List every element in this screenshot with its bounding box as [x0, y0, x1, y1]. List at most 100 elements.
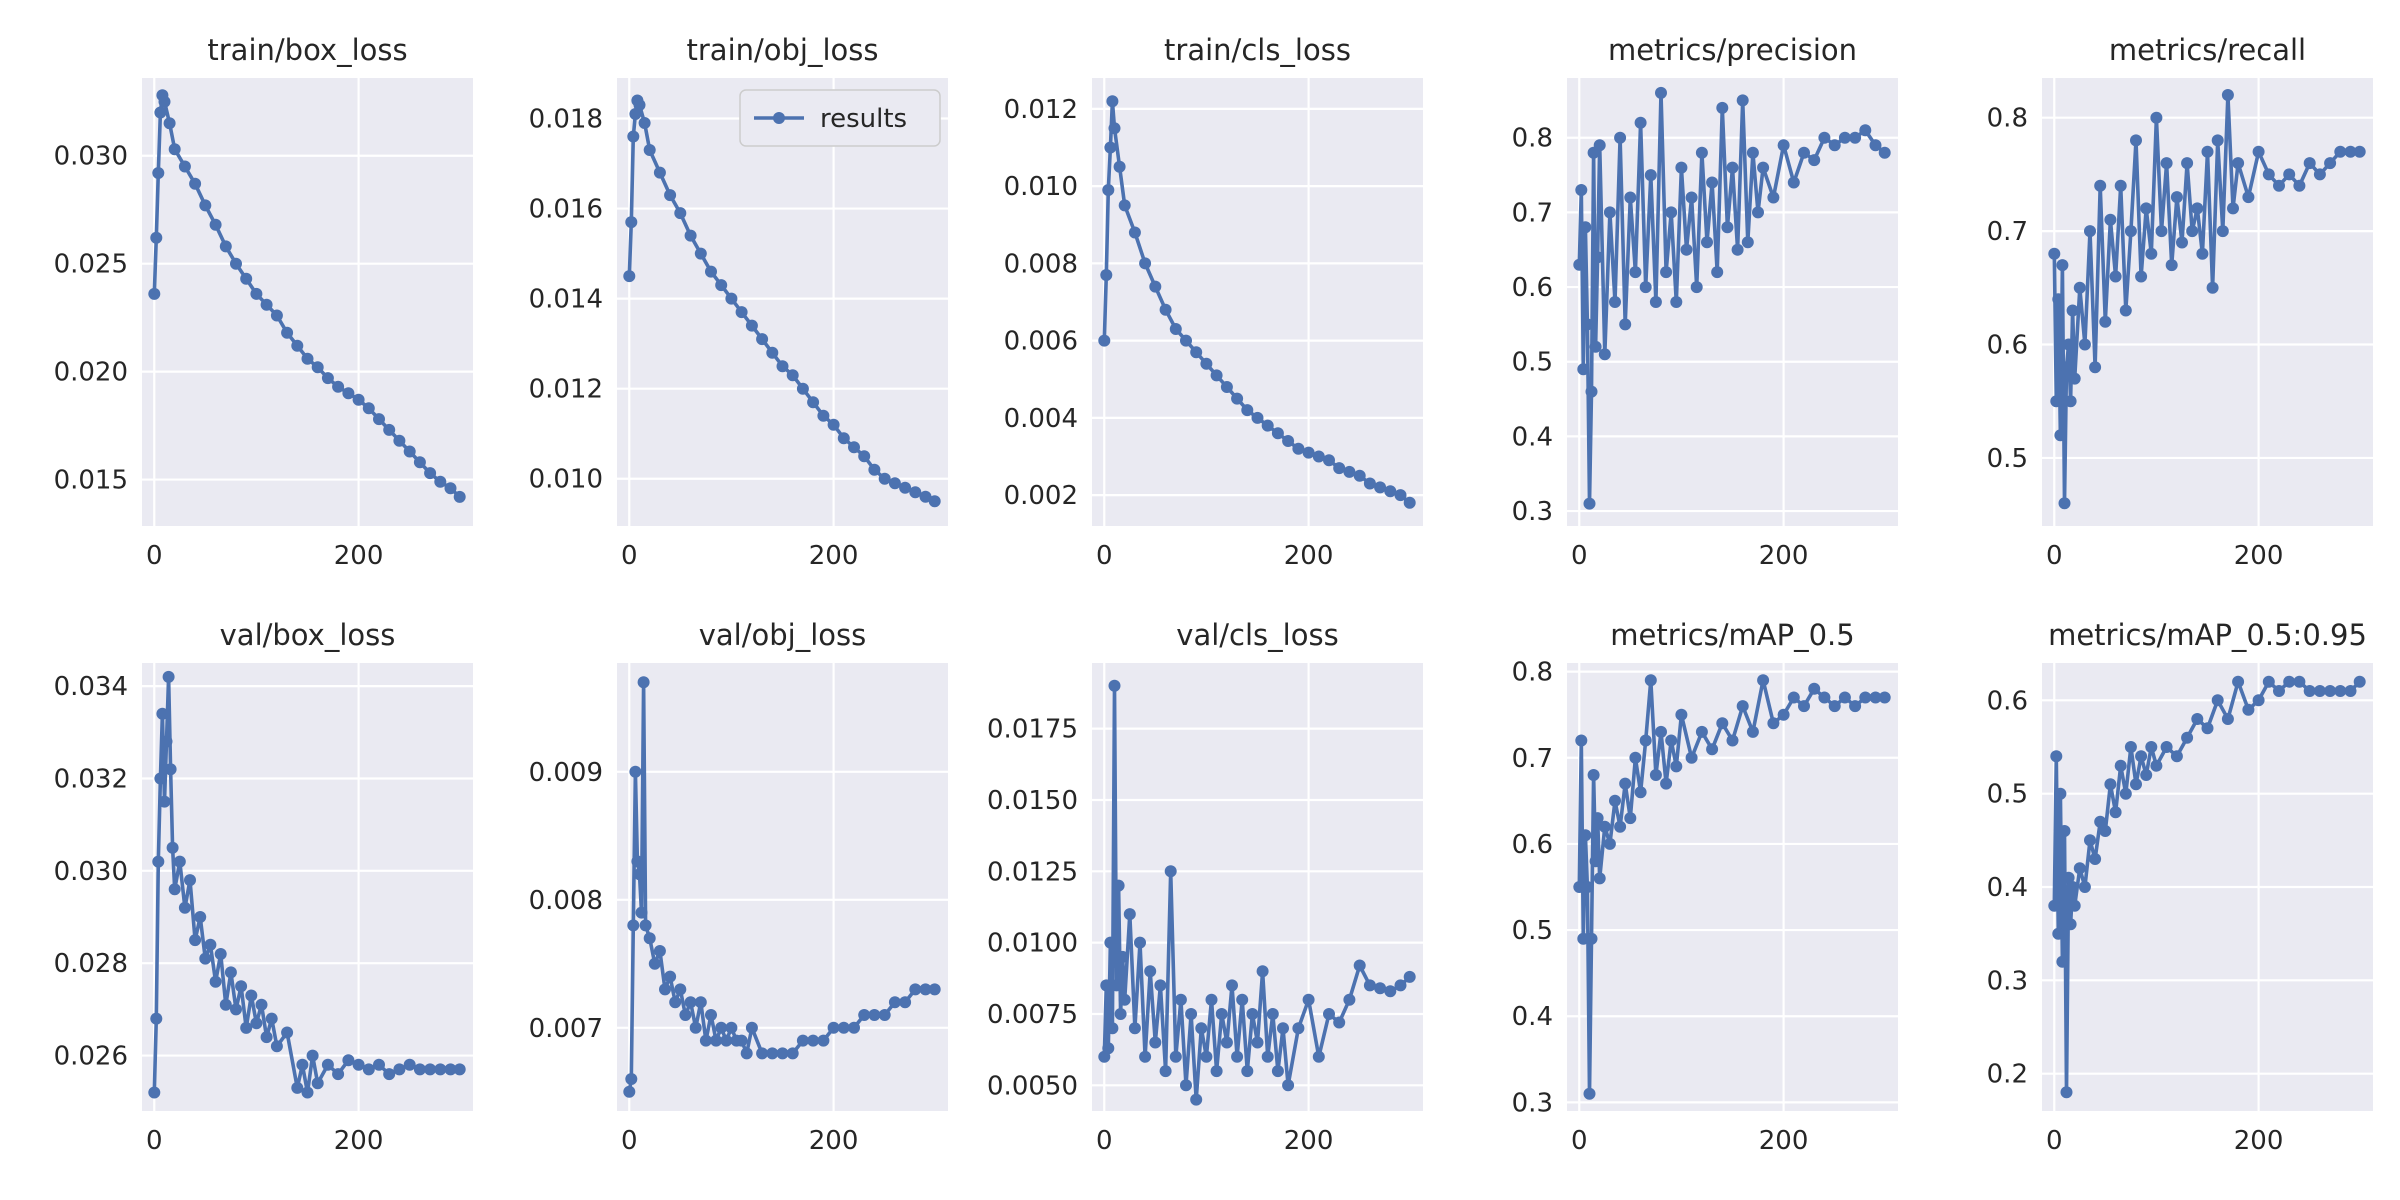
data-point	[1363, 477, 1376, 490]
data-point	[184, 874, 196, 887]
data-point	[1777, 708, 1790, 721]
data-point	[1134, 936, 1146, 949]
data-point	[1220, 1036, 1233, 1049]
data-point	[291, 1081, 304, 1094]
data-point	[1757, 161, 1770, 174]
data-point	[2084, 834, 2096, 847]
data-point	[168, 883, 181, 896]
data-point	[684, 996, 697, 1009]
data-point	[684, 229, 697, 242]
data-point	[735, 306, 748, 319]
data-point	[2066, 304, 2079, 317]
data-point	[403, 445, 416, 458]
data-point	[2060, 1086, 2073, 1099]
data-point	[1838, 131, 1851, 144]
data-point	[373, 1058, 385, 1071]
data-point	[1655, 86, 1667, 99]
data-point	[1108, 679, 1121, 692]
data-point	[1139, 257, 1152, 270]
y-tick-label: 0.7	[1987, 217, 2028, 247]
x-tick-label: 200	[809, 541, 859, 571]
data-point	[848, 1021, 860, 1034]
legend-label: results	[820, 104, 907, 134]
data-point	[1706, 176, 1719, 189]
x-tick-label: 0	[621, 541, 638, 571]
x-tick-label: 0	[1096, 541, 1113, 571]
axes-background	[617, 78, 948, 526]
data-point	[1695, 146, 1708, 159]
data-point	[2232, 675, 2245, 688]
y-tick-label: 0.010	[1004, 172, 1078, 202]
data-point	[1579, 829, 1592, 842]
data-point	[629, 765, 642, 778]
data-point	[383, 1068, 396, 1081]
data-point	[1104, 141, 1117, 154]
data-point	[2078, 338, 2091, 351]
data-point	[2313, 168, 2326, 181]
subplot-metrics-recall: metrics/recall 0 200 0.5 0.6 0.7 0.8	[1987, 33, 2373, 571]
data-point	[735, 1034, 748, 1047]
data-point	[260, 298, 273, 311]
data-point	[2135, 270, 2148, 283]
data-point	[1323, 454, 1335, 467]
data-point	[1711, 266, 1724, 279]
data-point	[1581, 881, 1594, 893]
data-point	[1849, 131, 1862, 144]
y-tick-label: 0.009	[529, 758, 603, 788]
data-point	[162, 670, 175, 683]
data-point	[1591, 251, 1604, 264]
data-point	[1106, 95, 1119, 108]
data-point	[756, 1047, 769, 1060]
data-point	[2196, 247, 2209, 260]
axes-background	[1567, 663, 1898, 1111]
data-point	[332, 380, 345, 393]
data-point	[1619, 777, 1632, 790]
data-point	[1644, 169, 1657, 182]
data-point	[725, 292, 738, 305]
data-point	[710, 1034, 723, 1047]
x-tick-label: 200	[2234, 541, 2284, 571]
data-point	[209, 218, 222, 231]
data-point	[1114, 1008, 1127, 1020]
data-point	[1154, 979, 1167, 992]
x-tick-label: 0	[1571, 541, 1588, 571]
data-point	[2150, 759, 2163, 772]
data-point	[766, 346, 779, 359]
y-tick-label: 0.3	[1512, 1088, 1553, 1118]
y-tick-label: 0.8	[1512, 658, 1553, 688]
data-point	[1619, 318, 1632, 331]
y-tick-label: 0.4	[1512, 1002, 1553, 1032]
subplot-train-box-loss: train/box_loss 0 200 0.015 0.020 0.025 0.030	[54, 33, 473, 571]
data-point	[2056, 955, 2069, 968]
data-point	[1685, 191, 1698, 204]
y-tick-label: 0.008	[529, 886, 603, 916]
data-point	[424, 1063, 437, 1076]
data-point	[1808, 682, 1821, 695]
data-point	[2048, 899, 2061, 912]
data-point	[776, 360, 789, 373]
data-point	[756, 333, 769, 346]
data-point	[1353, 469, 1366, 482]
data-point	[2303, 157, 2316, 170]
data-point	[1589, 855, 1602, 868]
data-point	[1869, 691, 1882, 704]
y-tick-label: 0.3	[1987, 966, 2028, 996]
data-point	[2201, 722, 2214, 735]
data-point	[625, 216, 638, 229]
data-point	[643, 144, 656, 156]
data-point	[1706, 743, 1719, 756]
data-point	[2324, 157, 2337, 170]
data-point	[1302, 446, 1315, 459]
data-point	[352, 393, 365, 406]
data-point	[342, 387, 355, 400]
data-point	[928, 495, 941, 508]
data-point	[2050, 395, 2063, 408]
y-tick-label: 0.0050	[987, 1071, 1078, 1101]
data-point	[2252, 145, 2265, 158]
data-point	[2078, 881, 2091, 893]
data-point	[2124, 225, 2137, 238]
data-point	[664, 970, 677, 983]
x-tick-label: 200	[334, 1126, 384, 1156]
data-point	[434, 475, 447, 488]
data-point	[1384, 985, 1397, 998]
